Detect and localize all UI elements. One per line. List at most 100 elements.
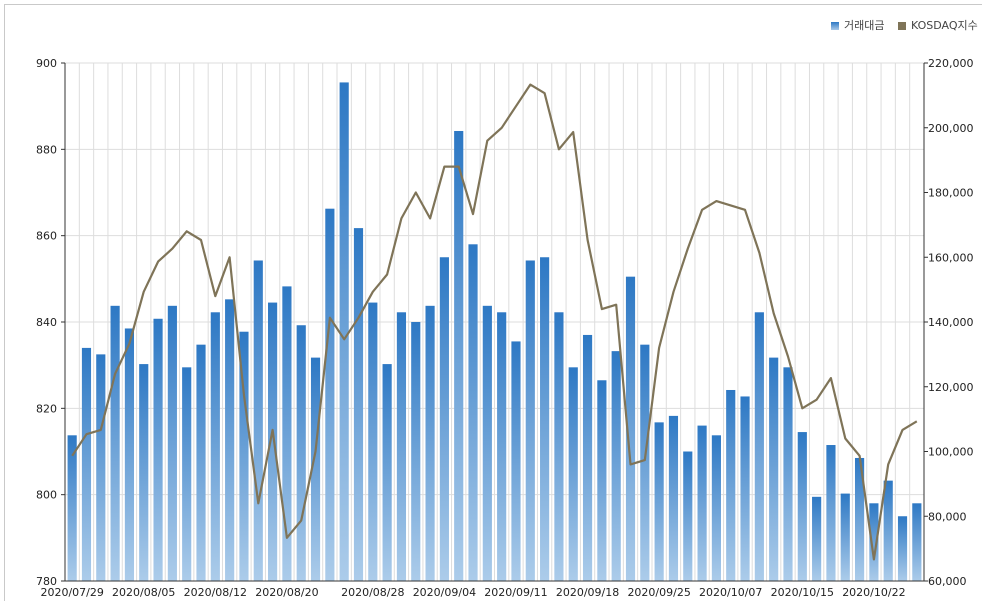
grid-lines (64, 62, 925, 582)
bar-trading-value (597, 380, 607, 581)
bar-trading-value (840, 493, 850, 581)
bar-trading-value (525, 260, 535, 581)
y-left-tick-label: 800 (36, 489, 57, 502)
bar-trading-value (654, 422, 664, 581)
y-left-tick-label: 840 (36, 316, 57, 329)
y-right-tick-label: 180,000 (928, 187, 974, 200)
y-right-tick-label: 140,000 (928, 316, 974, 329)
bar-trading-value (124, 328, 135, 581)
x-tick-label: 2020/08/12 (184, 586, 247, 599)
bar-trading-value (683, 451, 693, 581)
y-left-tick-label: 780 (36, 575, 57, 588)
y-right-tick-label: 200,000 (928, 122, 974, 135)
bar-trading-value (396, 312, 407, 581)
x-tick-label: 2020/09/04 (413, 586, 476, 599)
bar-trading-value (897, 516, 908, 581)
bar-trading-value (182, 367, 192, 581)
x-tick-label: 2020/10/15 (771, 586, 834, 599)
bar-trading-value (210, 312, 220, 581)
y-left-tick-label: 820 (36, 402, 57, 415)
bar-trading-value (411, 322, 421, 581)
bar-trading-value (697, 425, 707, 581)
bar-trading-value (883, 480, 893, 581)
bar-trading-value (110, 305, 120, 581)
axes: 780 800 820 840 860 880 900 60,000 80,000 100,000… (36, 57, 974, 599)
y-left-tick-label: 900 (36, 57, 57, 70)
legend-swatch-trading-value (831, 22, 839, 30)
legend-swatch-kosdaq (897, 22, 906, 30)
bar-trading-value (711, 435, 721, 581)
bar-trading-value (625, 276, 636, 581)
bar-trading-value (568, 367, 578, 581)
bar-trading-value (325, 208, 335, 581)
bar-trading-value (282, 286, 292, 581)
bar-trading-value (454, 130, 464, 582)
x-tick-label: 2020/08/05 (112, 586, 175, 599)
bar-trading-value (826, 445, 836, 581)
bar-trading-value (640, 344, 650, 581)
x-tick-label: 2020/08/28 (341, 586, 404, 599)
bar-trading-value (812, 496, 822, 581)
bar-trading-value (511, 341, 521, 581)
x-tick-label: 2020/09/11 (484, 586, 547, 599)
bar-trading-value (268, 302, 278, 581)
bar-trading-value (425, 305, 435, 581)
bar-trading-value (797, 432, 807, 581)
bar-trading-value (540, 257, 550, 581)
chart-frame (4, 4, 982, 601)
x-tick-label: 2020/10/22 (842, 586, 905, 599)
chart-legend: 거래대금 KOSDAQ지수 (831, 18, 982, 34)
legend-label-kosdaq: KOSDAQ지수 (910, 19, 978, 32)
bar-trading-value (239, 331, 249, 581)
bar-trading-value (769, 357, 779, 581)
bar-trading-value (310, 357, 321, 581)
x-tick-label: 2020/10/07 (699, 586, 762, 599)
bar-trading-value (167, 305, 177, 581)
bar-trading-value (368, 302, 378, 581)
bar-trading-value (668, 415, 679, 581)
bar-trading-value (339, 82, 349, 582)
bar-trading-value (439, 257, 449, 581)
bar-trading-value (611, 351, 621, 581)
x-tick-label: 2020/08/20 (255, 586, 318, 599)
x-tick-label: 2020/09/18 (556, 586, 619, 599)
legend-label-trading-value: 거래대금 (844, 19, 885, 32)
bar-trading-value (353, 228, 364, 582)
line-series (71, 83, 918, 561)
bar-trading-value (382, 364, 392, 581)
y-right-tick-label: 160,000 (928, 251, 974, 264)
bar-trading-value (196, 344, 206, 581)
bar-trading-value (726, 389, 736, 581)
x-tick-label: 2020/09/25 (627, 586, 690, 599)
bar-trading-value (468, 244, 478, 582)
bar-trading-value (582, 334, 593, 581)
bar-trading-value (81, 347, 92, 581)
bar-trading-value (554, 312, 564, 581)
bar-trading-value (854, 457, 865, 581)
y-right-tick-label: 100,000 (928, 446, 974, 459)
bar-trading-value (253, 260, 263, 581)
y-right-tick-label: 120,000 (928, 381, 974, 394)
bar-trading-value (96, 354, 106, 581)
legend-item-trading-value: 거래대금 (831, 18, 884, 34)
bar-trading-value (153, 318, 163, 581)
bar-trading-value (497, 312, 507, 581)
y-left-tick-label: 880 (36, 143, 57, 156)
bar-series (67, 82, 922, 582)
y-left-tick-label: 860 (36, 230, 57, 243)
bar-trading-value (783, 367, 793, 581)
y-right-tick-label: 60,000 (928, 575, 967, 588)
bar-trading-value (482, 305, 492, 581)
bar-trading-value (754, 312, 764, 581)
y-right-tick-label: 220,000 (928, 57, 974, 70)
bar-trading-value (740, 396, 750, 581)
line-kosdaq-index (71, 83, 918, 561)
bar-trading-value (225, 299, 235, 581)
legend-item-kosdaq: KOSDAQ지수 (897, 18, 978, 34)
x-tick-label: 2020/07/29 (40, 586, 103, 599)
y-right-tick-label: 80,000 (928, 510, 967, 523)
bar-trading-value (139, 364, 149, 581)
bar-trading-value (296, 325, 306, 581)
bar-trading-value (912, 503, 922, 581)
